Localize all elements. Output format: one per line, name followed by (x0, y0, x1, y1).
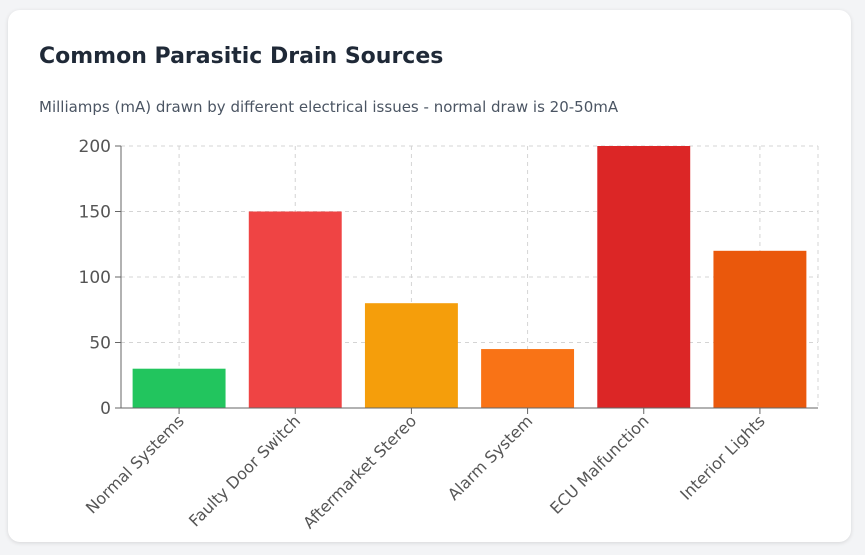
x-tick-label: ECU Malfunction (546, 411, 652, 517)
chart-card: Common Parasitic Drain Sources Milliamps… (8, 10, 851, 542)
x-tick-label: Normal Systems (82, 411, 188, 517)
y-tick-label: 50 (89, 334, 111, 354)
bar (481, 349, 575, 408)
bar (132, 368, 226, 408)
bar (364, 303, 458, 408)
y-tick-label: 150 (79, 203, 111, 223)
x-tick-label: Interior Lights (676, 411, 768, 503)
bar (597, 146, 691, 408)
y-tick-label: 0 (100, 399, 111, 419)
x-tick-label: Faulty Door Switch (185, 411, 304, 530)
x-tick-label: Aftermarket Stereo (299, 411, 420, 532)
bar (248, 211, 342, 408)
bar (713, 250, 807, 408)
y-tick-label: 200 (79, 137, 111, 157)
chart-subtitle: Milliamps (mA) drawn by different electr… (39, 98, 619, 116)
chart-title: Common Parasitic Drain Sources (39, 44, 444, 69)
x-tick-label: Alarm System (444, 411, 537, 504)
y-tick-label: 100 (79, 268, 111, 288)
